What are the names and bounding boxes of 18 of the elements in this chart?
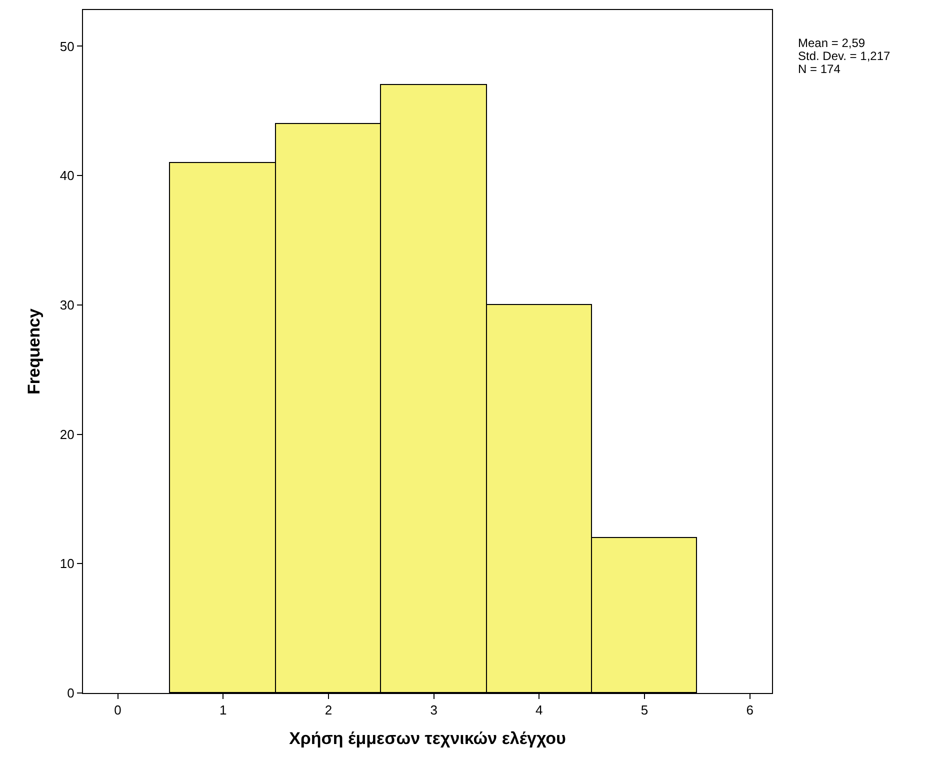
y-tick-label: 30 xyxy=(60,297,74,312)
y-tick-label: 20 xyxy=(60,426,74,442)
x-tick-label: 0 xyxy=(114,702,122,718)
x-tick-label: 3 xyxy=(430,702,438,718)
y-axis-title: Frequency xyxy=(24,308,44,394)
text: N = 174 xyxy=(798,62,841,76)
y-tick-label: 10 xyxy=(60,556,74,572)
x-tick-label: 1 xyxy=(220,702,227,718)
x-tick-label: 2 xyxy=(324,702,332,718)
text: Std. Dev. = 1,217 xyxy=(798,49,890,63)
x-tick-label: 4 xyxy=(536,702,543,718)
text: Mean = 2,59 xyxy=(798,36,866,50)
x-tick-label: 6 xyxy=(746,702,754,718)
x-tick-label: 5 xyxy=(640,702,648,718)
y-tick-label: 0 xyxy=(67,686,74,701)
y-tick-label: 50 xyxy=(60,38,74,54)
x-axis-title: Χρήση έμμεσων τεχνικών ελέγχου xyxy=(289,729,566,748)
y-tick-label: 40 xyxy=(60,168,74,184)
